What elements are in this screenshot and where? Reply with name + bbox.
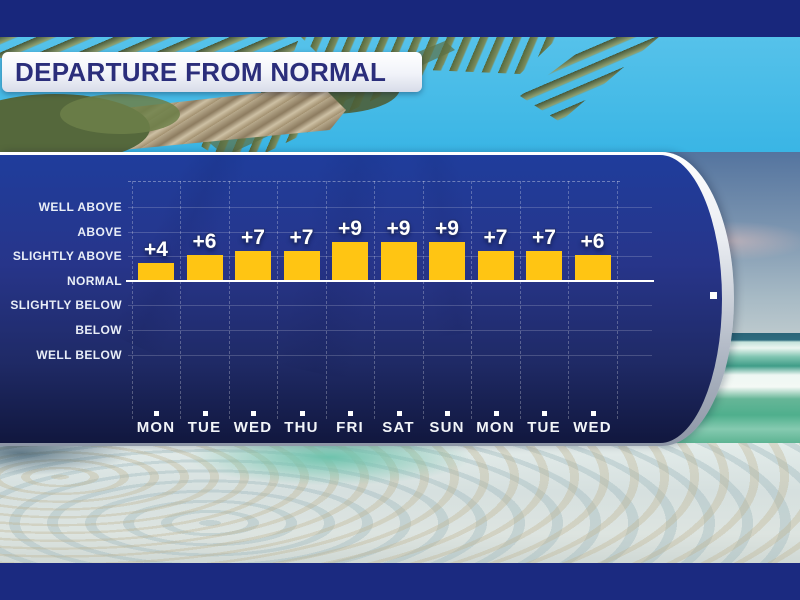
departure-bar	[526, 251, 562, 280]
x-axis-day-label: TUE	[187, 419, 222, 436]
x-axis-day-label: MON	[476, 419, 515, 436]
gridline-vertical	[180, 181, 181, 419]
day-tick-dot	[590, 411, 596, 416]
rim-marker-dot	[710, 292, 717, 299]
x-axis-day-label: FRI	[336, 419, 364, 436]
gridline-horizontal	[128, 232, 652, 233]
y-axis-label: BELOW	[75, 323, 122, 337]
y-axis-label: NORMAL	[66, 274, 122, 288]
day-tick-dot	[542, 411, 547, 416]
day-tick-dot	[445, 411, 450, 416]
gridline-vertical	[228, 181, 230, 419]
bottom-frame-bar	[0, 563, 800, 600]
day-tick-dot	[396, 411, 402, 416]
x-axis-day-label: SUN	[429, 419, 465, 436]
y-axis-label: WELL BELOW	[36, 348, 122, 362]
x-axis-day-label: MON	[136, 419, 176, 436]
ocean-foam	[0, 443, 800, 564]
gridline-vertical	[277, 181, 278, 419]
bar-value-label: +6	[192, 230, 217, 253]
y-axis-label: ABOVE	[77, 225, 122, 239]
departure-bar	[380, 242, 417, 280]
departure-bar	[186, 255, 223, 280]
gridline-horizontal	[128, 355, 652, 356]
plot-top-border	[128, 181, 620, 182]
day-tick-dot	[493, 411, 499, 416]
day-tick-dot	[251, 411, 256, 416]
day-tick-dot	[348, 411, 353, 416]
day-tick-dot	[154, 411, 159, 416]
gridline-vertical	[568, 181, 569, 419]
bar-value-label: +4	[144, 238, 168, 261]
y-axis-label: WELL ABOVE	[38, 200, 122, 214]
x-axis-day-label: WED	[573, 419, 612, 436]
chart-panel: WELL ABOVE ABOVE SLIGHTLY ABOVE NORMAL SLIGH…	[0, 155, 722, 443]
gridline-vertical	[325, 181, 327, 419]
page-title: DEPARTURE FROM NORMAL	[15, 57, 387, 87]
bar-value-label: +6	[580, 230, 605, 253]
day-tick-dot	[202, 411, 208, 416]
gridline-vertical	[374, 181, 375, 419]
bar-value-label: +9	[338, 217, 362, 240]
gridline-horizontal	[128, 330, 652, 331]
departure-bar	[138, 263, 174, 280]
bar-value-label: +9	[386, 217, 411, 240]
bar-value-label: +7	[289, 226, 314, 249]
bar-value-label: +9	[435, 217, 459, 240]
departure-bar	[235, 251, 271, 280]
x-axis-day-label: SAT	[382, 419, 415, 436]
bar-value-label: +7	[483, 226, 508, 249]
x-axis-day-label: THU	[284, 419, 319, 436]
gridline-horizontal	[128, 305, 652, 306]
day-tick-dot	[299, 411, 305, 416]
departure-bar	[283, 251, 320, 280]
bar-value-label: +7	[241, 226, 265, 249]
y-axis-label: SLIGHTLY ABOVE	[12, 249, 122, 263]
gridline-vertical	[471, 181, 472, 419]
y-axis-label: SLIGHTLY BELOW	[10, 298, 122, 312]
x-axis-day-label: TUE	[527, 419, 561, 436]
departure-bar	[574, 255, 611, 280]
departure-bar	[332, 242, 368, 280]
gridline-vertical	[422, 181, 424, 419]
normal-baseline	[126, 280, 654, 282]
x-axis-day-label: WED	[233, 419, 273, 436]
gridline-horizontal	[128, 207, 652, 208]
departure-bar	[429, 242, 465, 280]
top-frame-bar	[0, 0, 800, 37]
gridline-vertical	[616, 181, 618, 419]
gridline-vertical	[519, 181, 521, 419]
title-banner: DEPARTURE FROM NORMAL	[2, 52, 422, 92]
gridline-vertical	[131, 181, 133, 419]
bar-value-label: +7	[532, 226, 556, 249]
departure-bar	[477, 251, 514, 280]
